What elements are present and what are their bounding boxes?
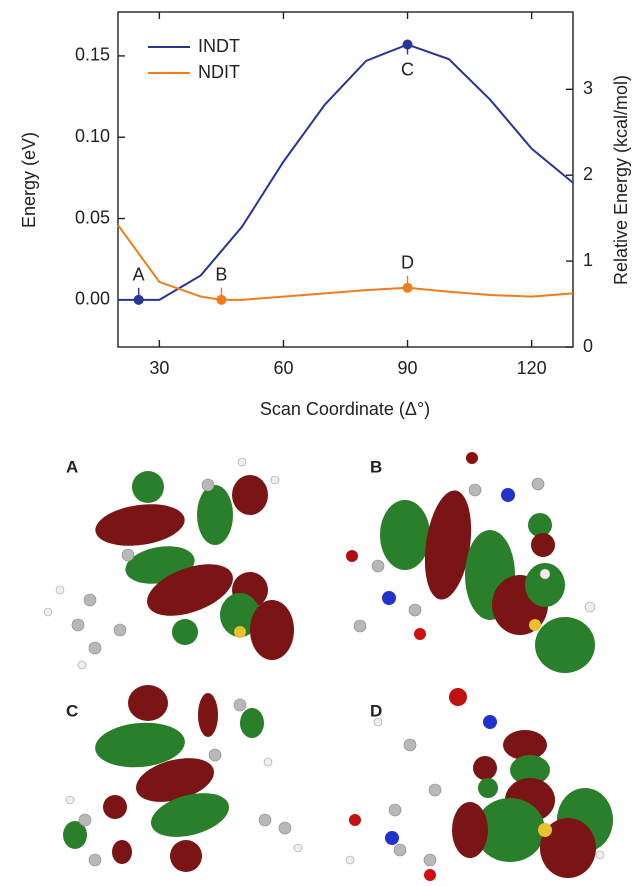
panel-label: D (370, 701, 382, 720)
plot-frame (117, 11, 574, 348)
annotation-marker (402, 282, 413, 293)
annotation-marker (402, 39, 413, 50)
y2-tick-label: 2 (583, 164, 593, 184)
legend-label: NDIT (198, 62, 240, 82)
x-tick-label: 120 (517, 358, 547, 378)
y-tick-label: 0.15 (75, 45, 110, 65)
y2-tick-label: 3 (583, 78, 593, 98)
y2-tick-label: 1 (583, 250, 593, 270)
y2-tick-label: 0 (583, 336, 593, 356)
annotation-label: A (133, 265, 145, 285)
annotation-marker (133, 294, 144, 305)
y-tick-label: 0.10 (75, 126, 110, 146)
x-axis-label: Scan Coordinate (Δ°) (260, 399, 430, 419)
panel-label: A (66, 457, 78, 476)
panel-label: C (66, 701, 78, 720)
y-axis-label: Energy (eV) (19, 132, 39, 228)
x-tick-label: 90 (398, 358, 418, 378)
annotation-marker (216, 294, 227, 305)
y2-axis-label: Relative Energy (kcal/mol) (611, 75, 631, 285)
legend-label: INDT (198, 36, 240, 56)
x-tick-label: 30 (149, 358, 169, 378)
series-line (118, 43, 574, 301)
annotation-label: C (401, 59, 414, 79)
series-line (117, 224, 574, 301)
y-tick-label: 0.05 (75, 207, 110, 227)
y-tick-label: 0.00 (75, 289, 110, 309)
panel-label: B (370, 457, 382, 476)
orbital-images: A B C D (43, 452, 613, 881)
x-tick-label: 60 (273, 358, 293, 378)
annotation-label: D (401, 253, 414, 273)
annotation-label: B (215, 265, 227, 285)
